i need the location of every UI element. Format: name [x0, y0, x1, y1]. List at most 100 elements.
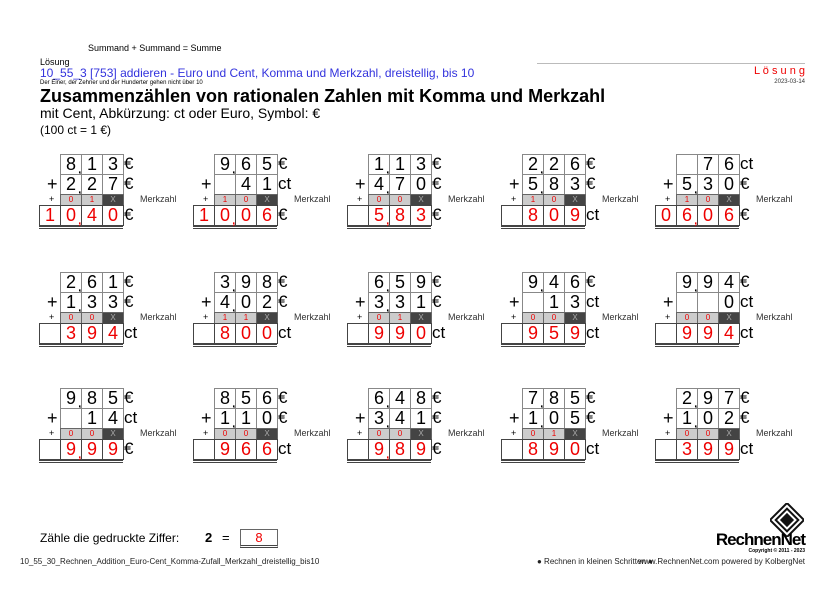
result-digit-field[interactable]	[501, 439, 523, 460]
carry-digit-field: X	[718, 194, 740, 206]
result-digit-field[interactable]: 5,	[368, 205, 390, 228]
result-digit-field[interactable]: 6	[718, 205, 740, 226]
result-digit-field[interactable]	[39, 439, 61, 460]
merk-plus-sign: +	[49, 194, 55, 204]
result-digit-field[interactable]: 0	[235, 323, 257, 344]
result-digit-field[interactable]: 9	[543, 439, 565, 460]
comma: ,	[231, 394, 236, 411]
result-digit-field[interactable]	[655, 323, 677, 344]
second-summand-digit-text: 3	[394, 292, 405, 312]
result-digit-field[interactable]: 9	[389, 323, 411, 344]
result-double-underline	[655, 226, 739, 229]
result-digit-field[interactable]: 3	[60, 323, 82, 344]
result-digit-field[interactable]: 9	[214, 439, 236, 460]
plus-sign: +	[355, 174, 366, 194]
result-digit-field[interactable]: 8	[389, 205, 411, 226]
first-summand-digit: 8	[543, 388, 565, 409]
result-digit-field[interactable]: 0	[543, 205, 565, 226]
second-summand-digit: 0	[718, 292, 740, 313]
result-digit-field[interactable]: 3	[676, 439, 698, 460]
logo-text: RechnenNet	[715, 530, 806, 549]
result-digit-field[interactable]	[347, 205, 369, 226]
result-digit-field[interactable]: 6	[256, 205, 278, 226]
result-digit-field[interactable]: 9	[102, 439, 124, 460]
second-summand-digit-text: 0	[261, 408, 272, 428]
result-digit-text: 9	[373, 439, 384, 459]
result-digit-field[interactable]: 9	[718, 439, 740, 460]
result-digit-field[interactable]: 8	[389, 439, 411, 460]
result-digit-field[interactable]	[501, 205, 523, 226]
result-digit-text: 9	[86, 439, 97, 459]
result-digit-field[interactable]: 0	[655, 205, 677, 226]
result-digit-field[interactable]	[193, 323, 215, 344]
count-answer-field[interactable]: 8	[240, 529, 278, 548]
result-digit-field[interactable]: 9,	[368, 439, 390, 462]
second-summand-digit: 3	[389, 292, 411, 313]
comma: ,	[77, 278, 82, 295]
result-digit-field[interactable]: 9	[697, 323, 719, 344]
comma: ,	[539, 160, 544, 177]
result-digit-field[interactable]: 0	[697, 205, 719, 226]
second-summand-digit: 3	[102, 292, 124, 313]
merk-plus-sign: +	[665, 428, 671, 438]
result-digit-field[interactable]	[193, 439, 215, 460]
problem-3: 1, 1 3 €4, 7 0 € + +0 0 X Merkzahl 5, 8 3 €	[347, 154, 498, 234]
result-digit-field[interactable]: 9	[564, 323, 586, 344]
result-digit-field[interactable]: 9	[81, 439, 103, 460]
result-digit-field[interactable]	[501, 323, 523, 344]
first-summand-digit-text: 6	[373, 272, 384, 292]
problem-6: 2, 6 1 €1, 3 3 € + +0 0 X Merkzahl 3 9 4 ct	[39, 272, 190, 352]
result-digit-field[interactable]: 5	[543, 323, 565, 344]
result-digit-field[interactable]: 4	[102, 323, 124, 344]
second-summand-digit-text: 5	[681, 174, 692, 194]
result-digit-field[interactable]: 6	[256, 439, 278, 460]
result-digit-field[interactable]: 3	[410, 205, 432, 226]
comma: ,	[385, 298, 390, 315]
result-digit-field[interactable]	[655, 439, 677, 460]
result-digit-field[interactable]: 0	[235, 205, 257, 226]
result-digit-field[interactable]: 1	[193, 205, 215, 226]
result-digit-field[interactable]: 0	[564, 439, 586, 460]
result-digit-field[interactable]: 4	[718, 323, 740, 344]
merk-plus-sign: +	[511, 312, 517, 322]
second-summand-digit-text: 1	[681, 408, 692, 428]
second-summand-digit	[676, 292, 698, 313]
first-summand-digit-text: 1	[107, 272, 118, 292]
comma: ,	[385, 160, 390, 177]
result-digit-field[interactable]: 9	[410, 439, 432, 460]
result-digit-field[interactable]: 8	[522, 439, 544, 460]
first-summand-digit: 9,	[60, 388, 82, 411]
result-digit-field[interactable]: 9	[676, 323, 698, 344]
result-digit-field[interactable]: 8	[522, 205, 544, 226]
result-unit: ct	[740, 439, 754, 458]
result-digit-field[interactable]: 9,	[60, 439, 82, 462]
result-unit: ct	[740, 323, 754, 342]
second-summand-unit: ct	[124, 408, 138, 427]
result-digit-field[interactable]	[347, 439, 369, 460]
result-digit-field[interactable]	[39, 323, 61, 344]
result-digit-field[interactable]: 0	[410, 323, 432, 344]
result-digit-field[interactable]: 8	[214, 323, 236, 344]
merk-plus-sign: +	[511, 428, 517, 438]
first-summand-digit-text: 9	[240, 272, 251, 292]
result-digit-field[interactable]: 9	[564, 205, 586, 226]
second-summand-digit: 2,	[60, 174, 82, 197]
result-digit-field[interactable]: 0	[102, 205, 124, 226]
result-digit-field[interactable]: 1	[39, 205, 61, 226]
result-digit-field[interactable]: 0,	[214, 205, 236, 228]
result-digit-field[interactable]: 6,	[676, 205, 698, 228]
result-digit-field[interactable]: 4	[81, 205, 103, 226]
result-digit-field[interactable]: 0,	[60, 205, 82, 228]
second-summand-digit: 3	[81, 292, 103, 313]
result-digit-field[interactable]: 9	[522, 323, 544, 344]
result-digit-field[interactable]	[347, 323, 369, 344]
result-double-underline	[39, 344, 123, 347]
first-summand-digit: 9	[235, 272, 257, 293]
result-digit-field[interactable]: 9	[368, 323, 390, 344]
result-digit-field[interactable]: 6	[235, 439, 257, 460]
result-digit-field[interactable]: 0	[256, 323, 278, 344]
result-digit-field[interactable]: 9	[697, 439, 719, 460]
comma: ,	[539, 278, 544, 295]
result-digit-field[interactable]: 9	[81, 323, 103, 344]
first-summand-digit: 5	[389, 272, 411, 293]
